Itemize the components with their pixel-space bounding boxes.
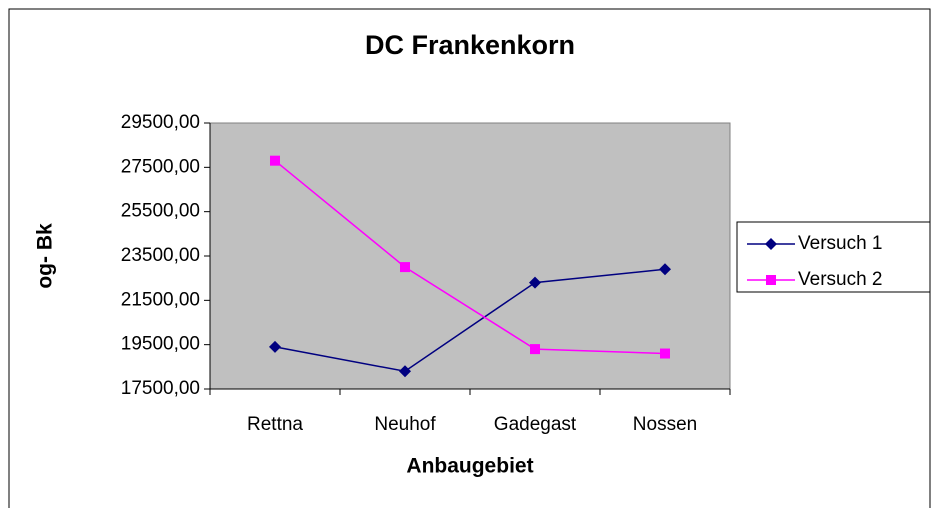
marker — [270, 155, 280, 166]
x-axis-label: Anbaugebiet — [406, 455, 533, 478]
marker — [530, 344, 540, 355]
x-tick-label: Rettna — [247, 414, 303, 435]
marker — [765, 238, 777, 250]
marker — [766, 275, 776, 285]
legend-label: Versuch 2 — [798, 269, 883, 290]
y-axis-label: og- Bk — [34, 223, 57, 289]
legend-label: Versuch 1 — [798, 233, 883, 254]
series-line — [274, 160, 666, 355]
marker — [400, 262, 410, 273]
plot-area — [209, 122, 731, 390]
y-tick-label: 25500,00 — [121, 201, 200, 222]
marker — [399, 365, 411, 378]
marker — [659, 263, 671, 276]
series-line — [274, 268, 666, 373]
y-tick-label: 29500,00 — [121, 112, 200, 133]
marker — [269, 340, 281, 353]
chart-title: DC Frankenkorn — [365, 30, 575, 60]
y-tick-label: 27500,00 — [121, 156, 200, 177]
y-tick-label: 23500,00 — [121, 245, 200, 266]
x-tick-label: Nossen — [633, 414, 697, 435]
y-tick-label: 21500,00 — [121, 289, 200, 310]
y-tick-label: 17500,00 — [121, 378, 200, 399]
marker — [660, 348, 670, 359]
x-tick-label: Neuhof — [374, 414, 436, 435]
y-tick-label: 19500,00 — [121, 334, 200, 355]
marker — [529, 276, 541, 289]
x-tick-label: Gadegast — [494, 414, 577, 435]
